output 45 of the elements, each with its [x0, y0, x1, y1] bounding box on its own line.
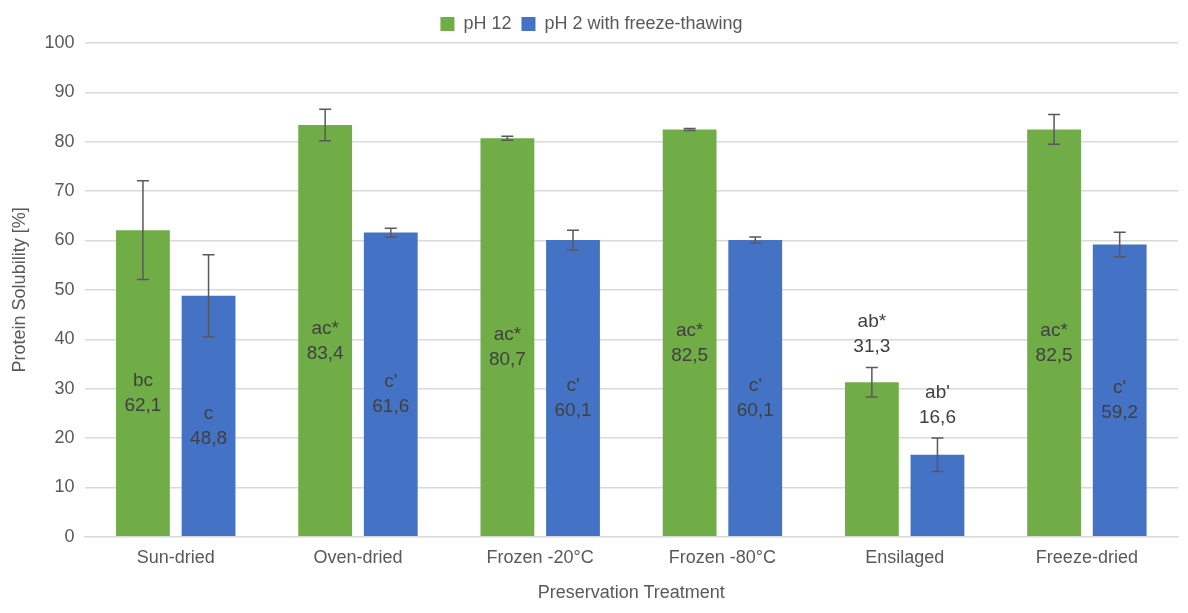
bar	[662, 129, 717, 537]
x-tick-label: Frozen -80°C	[668, 546, 777, 567]
y-tick-label: 70	[54, 180, 75, 201]
bar	[181, 295, 236, 537]
x-tick-label: Sun-dried	[136, 546, 215, 567]
y-tick-label: 80	[54, 130, 75, 151]
x-axis-title: Preservation Treatment	[537, 582, 725, 603]
bar	[1027, 129, 1081, 537]
bar	[363, 232, 418, 537]
bar	[546, 240, 600, 537]
data-label: c' 59,2	[1101, 376, 1139, 423]
data-label: ab' 16,6	[918, 380, 956, 427]
data-label: ac* 82,5	[671, 318, 709, 365]
data-label: c' 61,6	[372, 370, 410, 417]
data-label: ac* 82,5	[1035, 318, 1073, 365]
bar	[116, 230, 170, 537]
data-label: bc 62,1	[124, 369, 162, 416]
x-tick-label: Ensilaged	[865, 546, 945, 567]
y-tick-label: 100	[44, 31, 75, 52]
legend-label: pH 2 with freeze-thawing	[544, 12, 743, 33]
legend-label: pH 12	[463, 12, 512, 33]
data-label: ac* 80,7	[488, 323, 526, 370]
x-tick-label: Frozen -20°C	[486, 546, 594, 567]
data-label: c 48,8	[190, 402, 228, 449]
y-tick-label: 10	[54, 476, 75, 497]
y-tick-label: 90	[54, 81, 75, 102]
y-tick-label: 0	[64, 525, 75, 546]
y-tick-label: 40	[54, 328, 75, 349]
data-label: ac* 83,4	[306, 316, 345, 363]
bar	[480, 138, 535, 537]
bar	[728, 240, 783, 537]
data-label: ab* 31,3	[853, 310, 891, 357]
data-label: c' 60,1	[736, 374, 774, 421]
y-tick-label: 20	[54, 427, 75, 448]
data-label: c' 60,1	[554, 374, 592, 421]
y-tick-label: 60	[54, 229, 75, 250]
bar	[1092, 244, 1147, 537]
y-tick-label: 30	[54, 377, 75, 398]
x-tick-label: Oven-dried	[313, 546, 403, 567]
bar	[844, 382, 899, 537]
bar	[298, 124, 353, 537]
y-tick-label: 50	[54, 278, 75, 299]
x-tick-label: Freeze-dried	[1035, 546, 1138, 567]
y-axis-title: Protein Solubility [%]	[8, 207, 29, 373]
bar	[910, 454, 965, 537]
